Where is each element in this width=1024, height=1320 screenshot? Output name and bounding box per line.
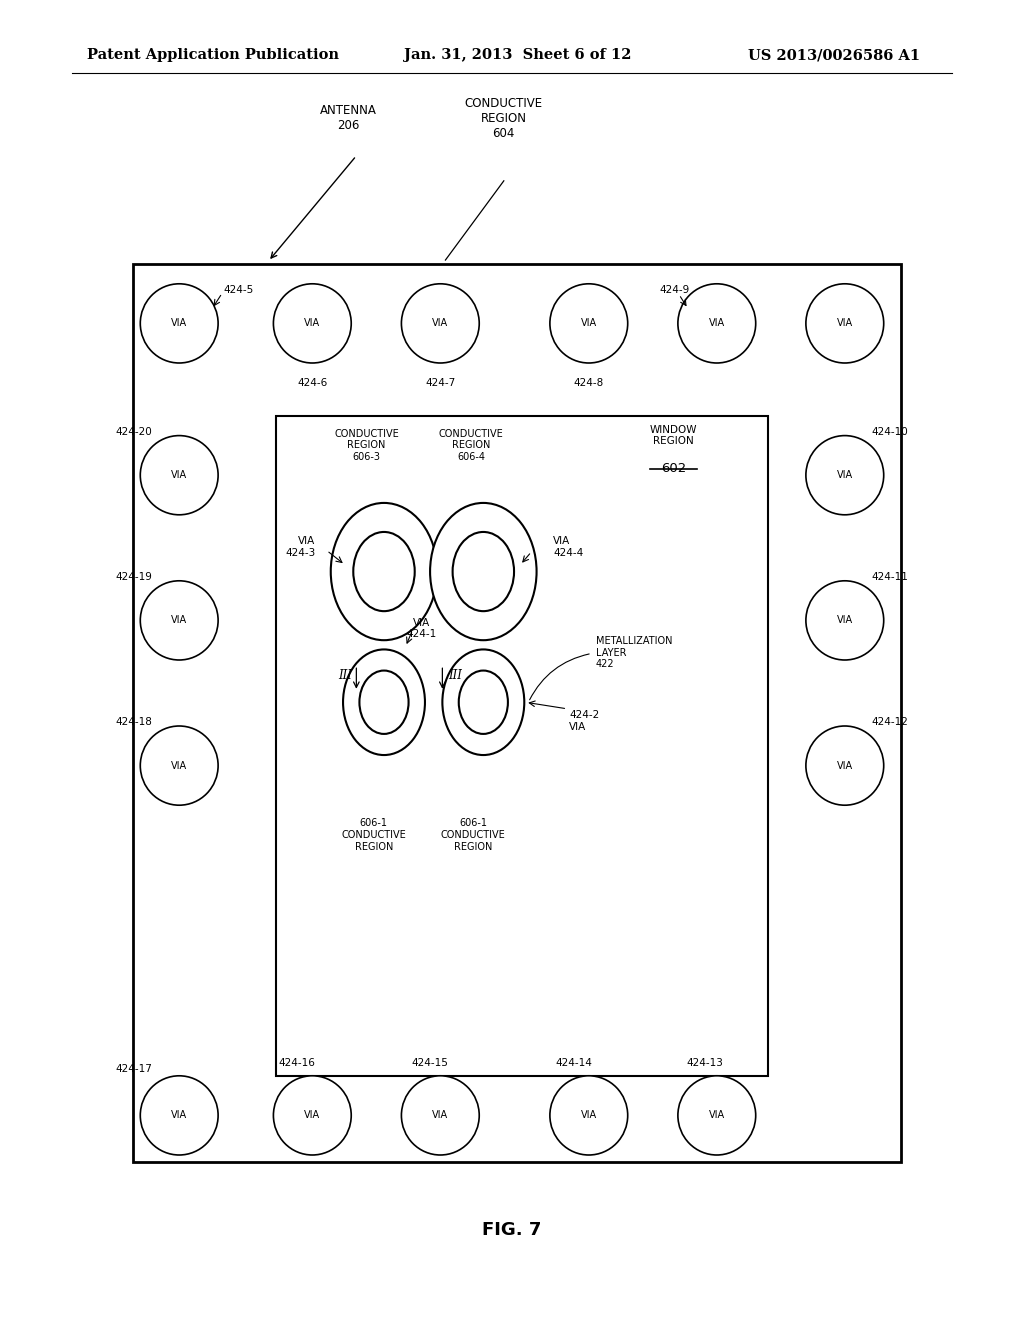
Ellipse shape [550, 284, 628, 363]
Text: 424-15: 424-15 [412, 1057, 449, 1068]
Text: VIA: VIA [171, 1110, 187, 1121]
Text: US 2013/0026586 A1: US 2013/0026586 A1 [748, 49, 920, 62]
Ellipse shape [140, 726, 218, 805]
Text: 424-18: 424-18 [116, 717, 153, 727]
Text: VIA: VIA [171, 470, 187, 480]
Ellipse shape [401, 1076, 479, 1155]
Text: 424-10: 424-10 [871, 426, 908, 437]
Text: VIA: VIA [581, 1110, 597, 1121]
Ellipse shape [140, 581, 218, 660]
Text: 424-8: 424-8 [573, 378, 604, 388]
Text: 424-11: 424-11 [871, 572, 908, 582]
Text: 424-6: 424-6 [297, 378, 328, 388]
Text: VIA: VIA [171, 318, 187, 329]
Text: VIA: VIA [432, 1110, 449, 1121]
Text: 424-14: 424-14 [555, 1057, 592, 1068]
Text: III: III [449, 669, 463, 682]
Text: 606-1
CONDUCTIVE
REGION: 606-1 CONDUCTIVE REGION [440, 818, 506, 851]
Text: VIA
424-3: VIA 424-3 [285, 536, 315, 557]
Text: VIA: VIA [709, 318, 725, 329]
Text: III: III [338, 669, 352, 682]
Text: WINDOW
REGION: WINDOW REGION [650, 425, 697, 446]
Text: 606-1
CONDUCTIVE
REGION: 606-1 CONDUCTIVE REGION [341, 818, 407, 851]
Ellipse shape [273, 1076, 351, 1155]
Text: 424-7: 424-7 [425, 378, 456, 388]
Text: VIA: VIA [171, 615, 187, 626]
Text: VIA: VIA [581, 318, 597, 329]
Circle shape [353, 532, 415, 611]
Text: 424-20: 424-20 [116, 426, 153, 437]
Text: Patent Application Publication: Patent Application Publication [87, 49, 339, 62]
Text: VIA: VIA [709, 1110, 725, 1121]
Text: CONDUCTIVE
REGION
604: CONDUCTIVE REGION 604 [465, 96, 543, 140]
Text: Jan. 31, 2013  Sheet 6 of 12: Jan. 31, 2013 Sheet 6 of 12 [404, 49, 632, 62]
Ellipse shape [806, 436, 884, 515]
Text: 424-12: 424-12 [871, 717, 908, 727]
Text: METALLIZATION
LAYER
422: METALLIZATION LAYER 422 [596, 636, 673, 669]
Text: VIA: VIA [304, 318, 321, 329]
Text: VIA
424-4: VIA 424-4 [553, 536, 584, 557]
Ellipse shape [401, 284, 479, 363]
Ellipse shape [806, 726, 884, 805]
Circle shape [442, 649, 524, 755]
Ellipse shape [678, 1076, 756, 1155]
Ellipse shape [550, 1076, 628, 1155]
Text: VIA: VIA [171, 760, 187, 771]
Text: 424-2
VIA: 424-2 VIA [569, 710, 600, 731]
Text: FIG. 7: FIG. 7 [482, 1221, 542, 1239]
Text: VIA: VIA [837, 615, 853, 626]
Text: 424-17: 424-17 [116, 1064, 153, 1074]
Circle shape [430, 503, 537, 640]
Ellipse shape [140, 284, 218, 363]
Ellipse shape [273, 284, 351, 363]
Ellipse shape [140, 1076, 218, 1155]
Text: VIA: VIA [432, 318, 449, 329]
Text: 424-13: 424-13 [686, 1057, 723, 1068]
Ellipse shape [806, 284, 884, 363]
Text: 424-16: 424-16 [279, 1057, 315, 1068]
Circle shape [459, 671, 508, 734]
Text: CONDUCTIVE
REGION
606-4: CONDUCTIVE REGION 606-4 [438, 429, 504, 462]
Text: 424-9: 424-9 [659, 285, 690, 296]
Text: 602: 602 [662, 462, 686, 475]
Text: CONDUCTIVE
REGION
606-3: CONDUCTIVE REGION 606-3 [334, 429, 399, 462]
Ellipse shape [678, 284, 756, 363]
Bar [133, 264, 901, 1162]
Text: VIA
424-1: VIA 424-1 [407, 618, 437, 639]
Text: ANTENNA
206: ANTENNA 206 [319, 104, 377, 132]
Circle shape [359, 671, 409, 734]
Circle shape [331, 503, 437, 640]
Bar [276, 416, 768, 1076]
Text: VIA: VIA [304, 1110, 321, 1121]
Text: 424-19: 424-19 [116, 572, 153, 582]
Circle shape [343, 649, 425, 755]
Circle shape [453, 532, 514, 611]
Text: VIA: VIA [837, 470, 853, 480]
Ellipse shape [806, 581, 884, 660]
Text: VIA: VIA [837, 760, 853, 771]
Text: 424-5: 424-5 [223, 285, 254, 296]
Text: VIA: VIA [837, 318, 853, 329]
Ellipse shape [140, 436, 218, 515]
